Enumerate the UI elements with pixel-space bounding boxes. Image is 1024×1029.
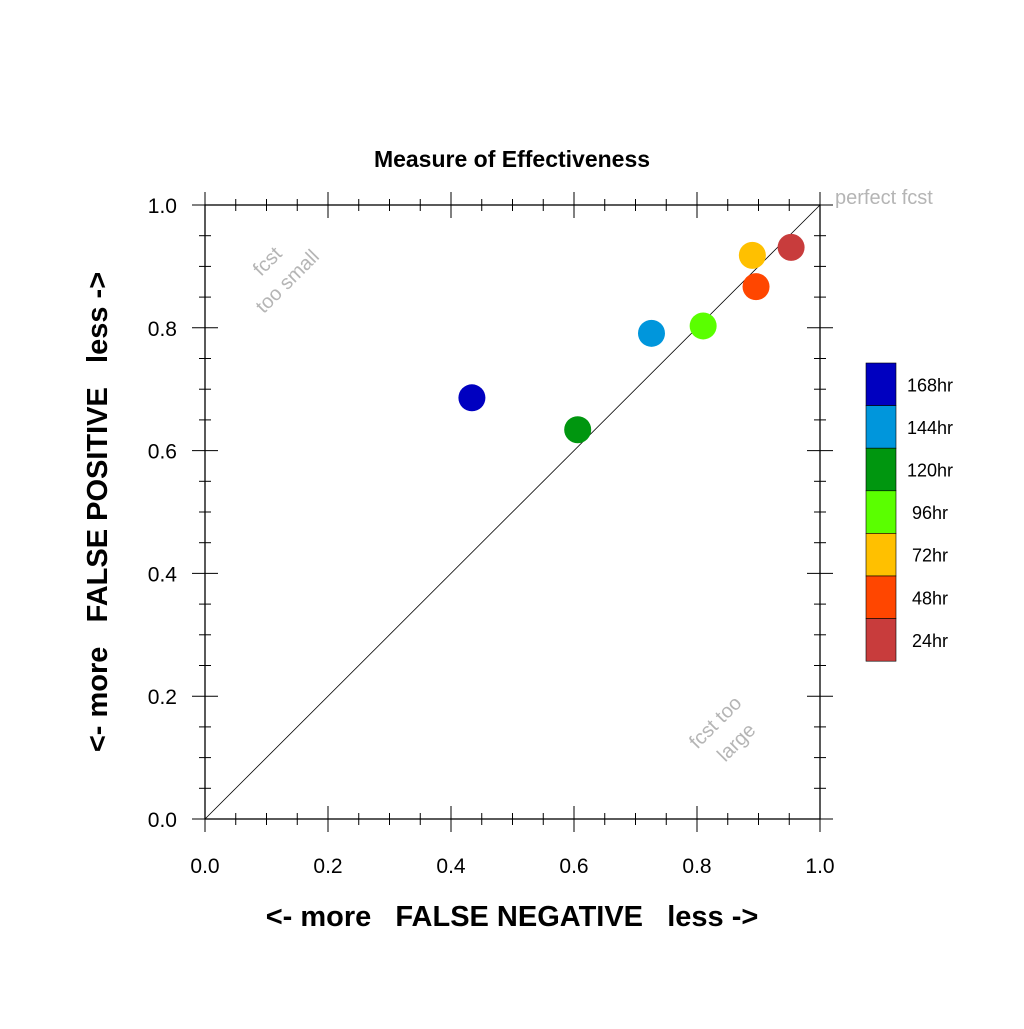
y-tick-label: 0.2 <box>148 686 177 709</box>
y-tick-label: 1.0 <box>148 195 177 218</box>
chart-title: Measure of Effectiveness <box>374 146 650 172</box>
x-tick-label: 1.0 <box>805 855 834 878</box>
x-tick-label: 0.8 <box>682 855 711 878</box>
x-axis-title: <- more FALSE NEGATIVE less -> <box>266 901 759 933</box>
data-point-48hr <box>742 273 770 301</box>
perfect-forecast-annotation: perfect fcst <box>835 187 933 209</box>
x-tick-label: 0.6 <box>559 855 588 878</box>
data-point-120hr <box>564 416 592 444</box>
legend-swatch-48hr <box>865 575 897 619</box>
legend-label-144hr: 144hr <box>907 418 953 438</box>
data-point-168hr <box>458 384 486 412</box>
legend-label-96hr: 96hr <box>912 503 948 523</box>
y-tick-label: 0.8 <box>148 318 177 341</box>
legend-swatch-144hr <box>865 405 897 449</box>
y-tick-label: 0.6 <box>148 441 177 464</box>
y-tick-label: 0.0 <box>148 809 177 832</box>
legend-label-168hr: 168hr <box>907 375 953 395</box>
legend-swatch-96hr <box>865 490 897 534</box>
x-tick-label: 0.2 <box>313 855 342 878</box>
reference-diagonal-line <box>204 204 821 820</box>
legend-label-24hr: 24hr <box>912 631 948 651</box>
legend-swatch-24hr <box>865 618 897 662</box>
legend-label-120hr: 120hr <box>907 461 953 481</box>
x-tick-label: 0.0 <box>190 855 219 878</box>
x-tick-label: 0.4 <box>436 855 466 878</box>
data-point-72hr <box>738 241 766 269</box>
data-point-144hr <box>637 319 665 347</box>
legend-swatch-168hr <box>865 362 897 406</box>
y-tick-label: 0.4 <box>148 563 178 586</box>
legend-swatch-120hr <box>865 447 897 492</box>
data-point-96hr <box>689 312 717 340</box>
legend-label-72hr: 72hr <box>912 546 948 566</box>
y-axis-title: <- more FALSE POSITIVE less -> <box>82 272 114 752</box>
legend-swatch-72hr <box>865 533 897 577</box>
data-point-24hr <box>777 233 805 261</box>
legend-label-48hr: 48hr <box>912 588 948 608</box>
